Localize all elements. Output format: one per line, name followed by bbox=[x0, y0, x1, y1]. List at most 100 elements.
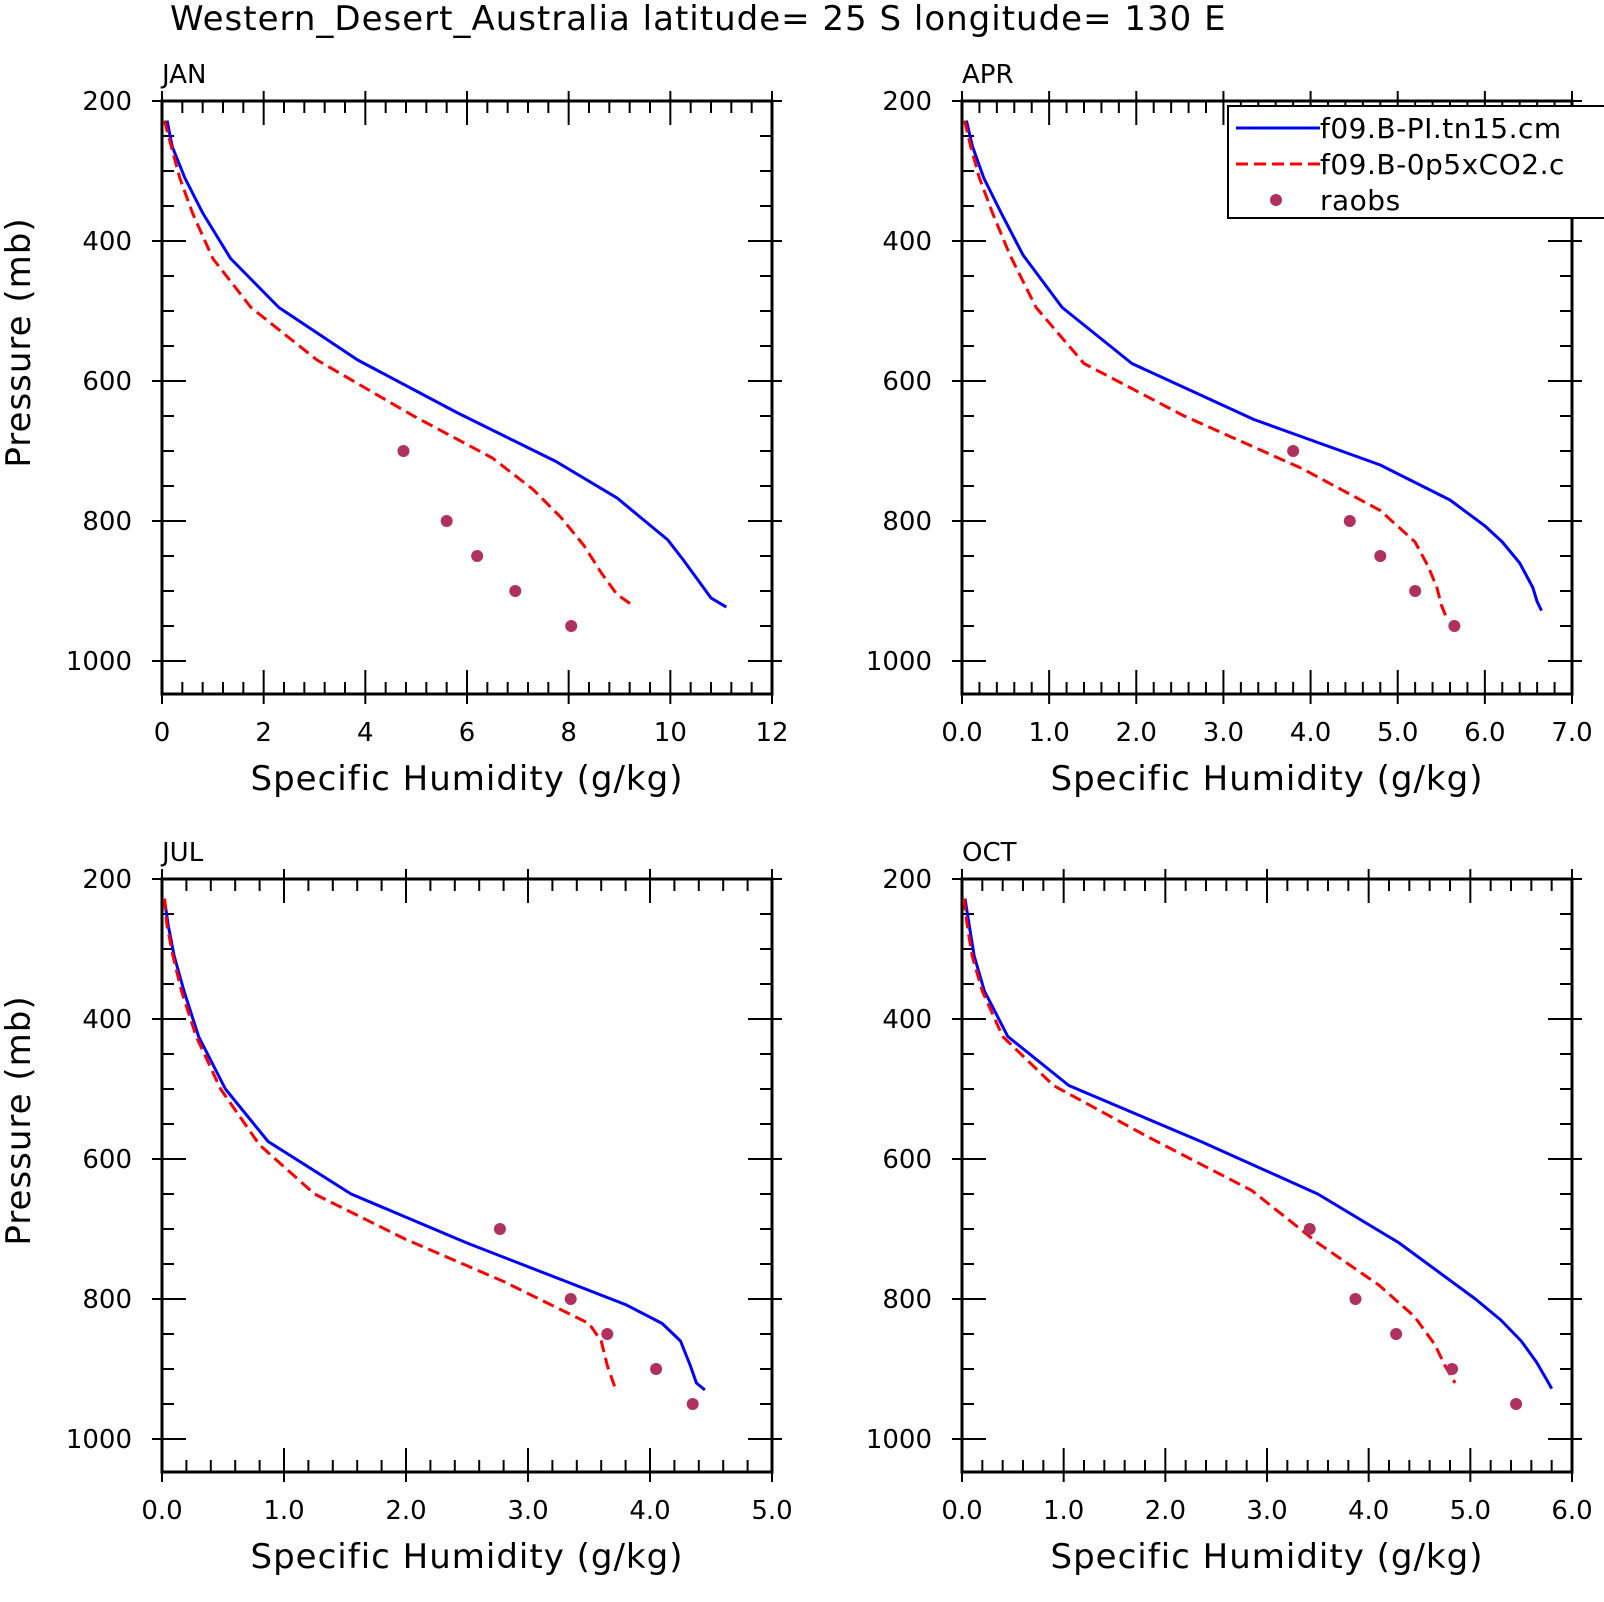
legend-marker bbox=[1270, 194, 1282, 206]
panels: JAN 200 400 600 800 1000 0 2 4 6 8 10 12 Specific Hum… bbox=[0, 60, 1593, 1577]
plot-frame bbox=[160, 99, 774, 696]
y-tick-label: 200 bbox=[82, 865, 132, 895]
raobs-point bbox=[650, 1363, 663, 1375]
x-tick-label: 2 bbox=[255, 718, 272, 748]
x-axis-label: Specific Humidity (g/kg) bbox=[251, 759, 684, 799]
panel-title: JUL bbox=[160, 838, 204, 868]
y-tick-label: 600 bbox=[82, 1145, 132, 1175]
panel-title: APR bbox=[962, 60, 1014, 90]
x-tick-label: 3.0 bbox=[507, 1496, 548, 1526]
x-tick-label: 5.0 bbox=[751, 1496, 792, 1526]
chart-panel-oct: OCT 200 400 600 800 1000 0.0 1.0 2.0 3.0 4.0 5.0 6.0… bbox=[866, 838, 1593, 1577]
half-co2-line bbox=[163, 120, 634, 607]
y-tick-label: 1000 bbox=[866, 1425, 932, 1455]
raobs-point bbox=[509, 585, 522, 597]
panel-title: JAN bbox=[160, 60, 206, 90]
legend-label: f09.B-PI.tn15.cm bbox=[1320, 112, 1562, 145]
pi-control-line bbox=[165, 120, 728, 609]
raobs-point bbox=[1303, 1223, 1316, 1235]
y-tick-label: 200 bbox=[882, 87, 932, 117]
chart-panel-apr: APR 200 400 600 800 1000 0.0 1.0 2.0 3.0 4.0 5.0 6.0… bbox=[866, 60, 1593, 799]
x-tick-label: 0.0 bbox=[141, 1496, 182, 1526]
plot-frame bbox=[160, 877, 774, 1474]
x-tick-label: 6 bbox=[459, 718, 476, 748]
x-tick-label: 10 bbox=[654, 718, 687, 748]
raobs-point bbox=[1390, 1328, 1403, 1340]
half-co2-line bbox=[962, 898, 1457, 1384]
raobs-point bbox=[564, 1293, 577, 1305]
raobs-point bbox=[601, 1328, 614, 1340]
legend-label: raobs bbox=[1320, 184, 1401, 217]
legend-label: f09.B-0p5xCO2.c bbox=[1320, 148, 1565, 181]
x-tick-label: 5.0 bbox=[1377, 718, 1418, 748]
x-tick-label: 4.0 bbox=[1348, 1496, 1389, 1526]
x-tick-label: 0.0 bbox=[941, 1496, 982, 1526]
x-tick-label: 6.0 bbox=[1551, 1496, 1592, 1526]
chart-panel-jan: JAN 200 400 600 800 1000 0 2 4 6 8 10 12 Specific Hum… bbox=[0, 60, 789, 799]
half-co2-line bbox=[162, 898, 618, 1391]
series-group bbox=[962, 898, 1554, 1410]
x-tick-label: 5.0 bbox=[1450, 1496, 1491, 1526]
series-group bbox=[162, 898, 706, 1410]
y-tick-label: 1000 bbox=[866, 647, 932, 677]
x-tick-label: 12 bbox=[755, 718, 788, 748]
legend-box bbox=[1227, 105, 1604, 219]
plot-frame bbox=[960, 99, 1574, 696]
raobs-point bbox=[1374, 550, 1387, 562]
raobs-point bbox=[1446, 1363, 1459, 1375]
figure-title: Western_Desert_Australia latitude= 25 S … bbox=[170, 0, 1227, 39]
y-tick-label: 400 bbox=[882, 227, 932, 257]
x-tick-label: 1.0 bbox=[263, 1496, 304, 1526]
y-axis-label: Pressure (mb) bbox=[0, 995, 39, 1245]
raobs-point bbox=[1349, 1293, 1362, 1305]
x-tick-label: 0 bbox=[154, 718, 171, 748]
x-tick-label: 7.0 bbox=[1551, 718, 1592, 748]
x-tick-label: 1.0 bbox=[1043, 1496, 1084, 1526]
y-tick-label: 800 bbox=[882, 1285, 932, 1315]
y-tick-label: 400 bbox=[82, 1005, 132, 1035]
y-tick-label: 800 bbox=[882, 507, 932, 537]
raobs-point bbox=[565, 620, 578, 632]
pi-control-line bbox=[162, 898, 706, 1392]
series-group bbox=[163, 120, 728, 632]
raobs-point bbox=[1409, 585, 1422, 597]
x-axis-label: Specific Humidity (g/kg) bbox=[1051, 1537, 1484, 1577]
raobs-point bbox=[493, 1223, 506, 1235]
raobs-point bbox=[686, 1398, 699, 1410]
y-tick-label: 200 bbox=[882, 865, 932, 895]
x-tick-label: 2.0 bbox=[1145, 1496, 1186, 1526]
x-tick-label: 4 bbox=[357, 718, 374, 748]
y-tick-label: 1000 bbox=[66, 647, 132, 677]
raobs-point bbox=[1343, 515, 1356, 527]
raobs-point bbox=[1287, 445, 1300, 457]
raobs-point bbox=[397, 445, 410, 457]
x-tick-label: 6.0 bbox=[1464, 718, 1505, 748]
y-tick-label: 600 bbox=[882, 1145, 932, 1175]
raobs-point bbox=[440, 515, 453, 527]
y-tick-label: 1000 bbox=[66, 1425, 132, 1455]
y-tick-label: 600 bbox=[82, 367, 132, 397]
x-axis-label: Specific Humidity (g/kg) bbox=[1051, 759, 1484, 799]
y-tick-label: 800 bbox=[82, 1285, 132, 1315]
raobs-point bbox=[1510, 1398, 1523, 1410]
chart-panel-jul: JUL 200 400 600 800 1000 0.0 1.0 2.0 3.0 4.0 5.0 Spe… bbox=[0, 838, 793, 1577]
x-tick-label: 4.0 bbox=[629, 1496, 670, 1526]
panel-title: OCT bbox=[962, 838, 1017, 868]
pi-control-line bbox=[963, 898, 1554, 1390]
x-tick-label: 0.0 bbox=[941, 718, 982, 748]
y-tick-label: 400 bbox=[882, 1005, 932, 1035]
x-tick-label: 3.0 bbox=[1246, 1496, 1287, 1526]
y-tick-label: 200 bbox=[82, 87, 132, 117]
plot-frame bbox=[960, 877, 1574, 1474]
x-tick-label: 4.0 bbox=[1290, 718, 1331, 748]
half-co2-line bbox=[963, 120, 1447, 617]
y-tick-label: 400 bbox=[82, 227, 132, 257]
x-tick-label: 2.0 bbox=[385, 1496, 426, 1526]
pi-control-line bbox=[964, 120, 1543, 612]
series-group bbox=[963, 120, 1543, 632]
x-tick-label: 3.0 bbox=[1203, 718, 1244, 748]
raobs-point bbox=[471, 550, 484, 562]
x-tick-label: 8 bbox=[560, 718, 577, 748]
